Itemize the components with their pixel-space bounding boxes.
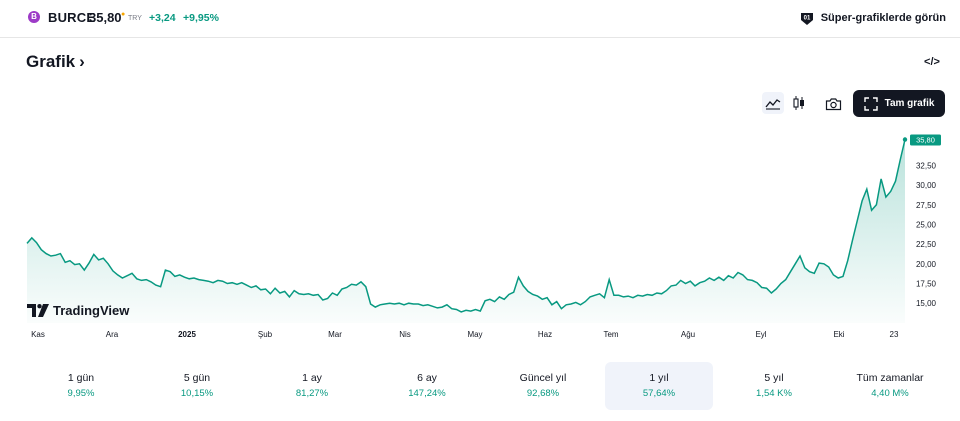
- last-value-badge-text: 35,80: [916, 136, 935, 145]
- price-chart[interactable]: 32,50 30,00 27,50 25,00 22,50 20,00 17,50 15,00…: [0, 125, 960, 350]
- range-label: 1 gün: [67, 372, 95, 384]
- price-line: [26, 139, 906, 313]
- x-tick-label: Ağu: [681, 330, 695, 339]
- area-chart-button[interactable]: [762, 92, 784, 114]
- range-1[interactable]: 5 gün 10,15%: [143, 362, 251, 410]
- x-tick-label: Mar: [328, 330, 342, 339]
- tradingview-logo[interactable]: TradingView: [27, 303, 129, 318]
- x-tick-label: 23: [890, 330, 899, 339]
- tradingview-wordmark: TradingView: [53, 303, 130, 318]
- range-value: 57,64%: [642, 388, 676, 399]
- range-label: 5 gün: [183, 372, 211, 384]
- performance-ranges: 1 gün 9,95% 5 gün 10,15% 1 ay 81,27% 6 ay 147,2…: [0, 362, 960, 410]
- y-tick-label: 27,50: [916, 201, 937, 210]
- range-value: 92,68%: [526, 388, 560, 399]
- market-status-dot: ●: [121, 11, 126, 18]
- x-tick-label: May: [467, 330, 482, 339]
- range-5[interactable]: 1 yıl 57,64%: [605, 362, 713, 410]
- chart-type-switcher: [762, 92, 810, 114]
- x-tick-label: Ara: [106, 330, 119, 339]
- x-tick-label: Şub: [258, 330, 273, 339]
- y-tick-label: 17,50: [916, 280, 937, 289]
- last-value-badge: [910, 134, 941, 146]
- super-charts-icon-text: 01: [803, 16, 810, 22]
- super-charts-icon: 01: [800, 13, 813, 25]
- chevron-right-icon: ›: [79, 52, 85, 71]
- candles-icon: [793, 96, 804, 110]
- x-tick-label: Nis: [399, 330, 411, 339]
- range-label: 6 ay: [417, 372, 437, 384]
- last-price-point: [902, 137, 908, 142]
- currency-label: TRY: [128, 15, 142, 22]
- range-label: 1 ay: [302, 372, 322, 384]
- symbol-logo: B: [28, 11, 40, 23]
- range-2[interactable]: 1 ay 81,27%: [258, 362, 366, 410]
- x-tick-label: Eki: [833, 330, 844, 339]
- y-tick-label: 15,00: [916, 299, 937, 308]
- y-tick-label: 20,00: [916, 260, 937, 269]
- snapshot-button[interactable]: [823, 94, 843, 114]
- x-tick-label: Kas: [31, 330, 45, 339]
- chart-title-text: Grafik: [26, 52, 76, 71]
- range-label: Tüm zamanlar: [856, 372, 924, 384]
- y-tick-label: 30,00: [916, 181, 937, 190]
- camera-icon: [825, 98, 841, 111]
- super-charts-link[interactable]: 01 Süper-grafiklerde görün: [799, 10, 946, 26]
- symbol-name[interactable]: BURCE: [48, 10, 96, 25]
- range-value: 4,40 M%: [871, 388, 909, 399]
- range-value: 147,24%: [408, 388, 446, 399]
- range-label: 1 yıl: [649, 372, 669, 384]
- range-4[interactable]: Güncel yıl 92,68%: [489, 362, 597, 410]
- x-tick-label: Haz: [538, 330, 552, 339]
- range-6[interactable]: 5 yıl 1,54 K%: [720, 362, 828, 410]
- range-7[interactable]: Tüm zamanlar 4,40 M%: [836, 362, 944, 410]
- x-tick-label: 2025: [178, 330, 196, 339]
- price-chart-svg: 32,50 30,00 27,50 25,00 22,50 20,00 17,50 15,00…: [26, 134, 941, 339]
- range-value: 1,54 K%: [756, 388, 792, 399]
- price-change-percent: +9,95%: [183, 12, 219, 24]
- x-tick-label: Tem: [603, 330, 618, 339]
- embed-code-icon[interactable]: </>: [924, 56, 940, 68]
- y-tick-label: 25,00: [916, 221, 937, 230]
- range-label: Güncel yıl: [519, 372, 567, 384]
- last-price: 35,80: [89, 10, 122, 25]
- price-area-fill: [27, 139, 905, 323]
- x-tick-label: Eyl: [755, 330, 766, 339]
- area-chart-icon: [765, 99, 781, 110]
- range-3[interactable]: 6 ay 147,24%: [373, 362, 481, 410]
- fullscreen-icon: [863, 96, 878, 111]
- range-value: 81,27%: [295, 388, 329, 399]
- tradingview-mark-icon: [27, 304, 49, 317]
- y-tick-label: 22,50: [916, 240, 937, 249]
- range-label: 5 yıl: [764, 372, 784, 384]
- y-tick-label: 32,50: [916, 161, 937, 170]
- full-chart-label: Tam grafik: [884, 98, 935, 109]
- chart-section-title[interactable]: Grafik ›: [26, 52, 85, 72]
- price-change: +3,24: [149, 12, 176, 24]
- range-0[interactable]: 1 gün 9,95%: [27, 362, 135, 410]
- range-value: 9,95%: [67, 388, 95, 399]
- super-charts-label: Süper-grafiklerde görün: [820, 12, 946, 24]
- symbol-header: B BURCE 35,80 ● TRY +3,24 +9,95% 01 Süpe…: [0, 0, 960, 38]
- candles-chart-button[interactable]: [788, 92, 810, 114]
- range-value: 10,15%: [180, 388, 214, 399]
- full-chart-button[interactable]: Tam grafik: [853, 90, 945, 117]
